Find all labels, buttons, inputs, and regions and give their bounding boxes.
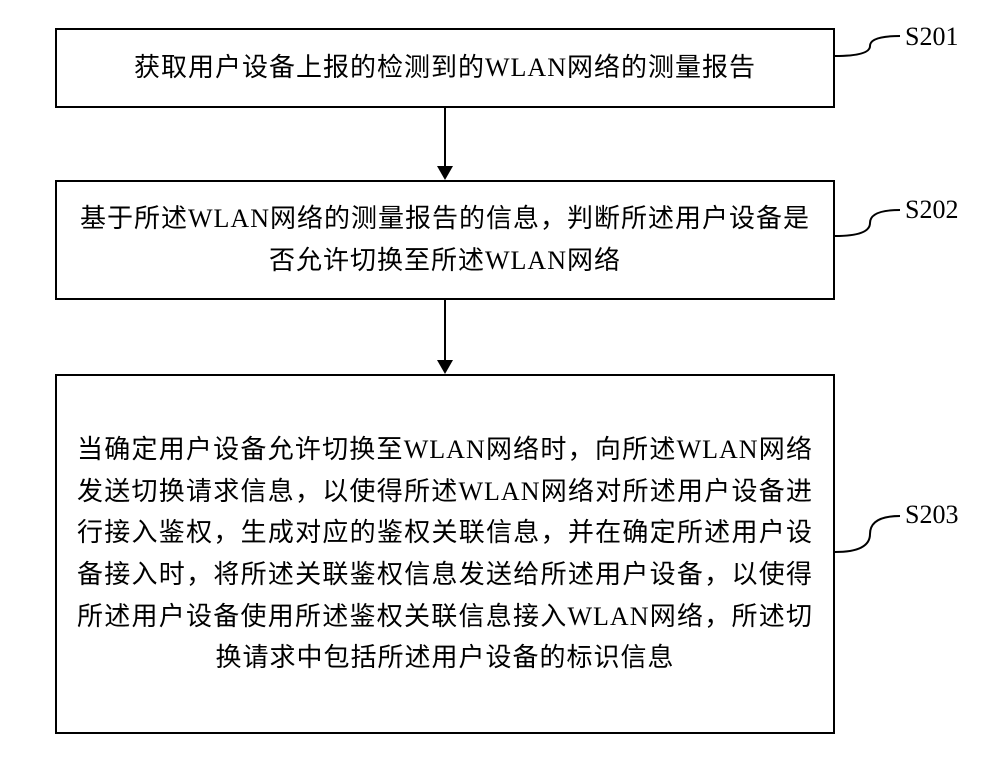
arrow-1-head — [437, 166, 453, 180]
step-box-3: 当确定用户设备允许切换至WLAN网络时，向所述WLAN网络发送切换请求信息，以使… — [55, 374, 835, 734]
step-label-1: S201 — [905, 22, 958, 52]
step-text-2: 基于所述WLAN网络的测量报告的信息，判断所述用户设备是否允许切换至所述WLAN… — [77, 198, 813, 281]
arrow-2-line — [444, 300, 446, 360]
step-box-2: 基于所述WLAN网络的测量报告的信息，判断所述用户设备是否允许切换至所述WLAN… — [55, 180, 835, 300]
step-text-1: 获取用户设备上报的检测到的WLAN网络的测量报告 — [134, 47, 756, 89]
step-label-3: S203 — [905, 500, 958, 530]
step-text-3: 当确定用户设备允许切换至WLAN网络时，向所述WLAN网络发送切换请求信息，以使… — [77, 429, 813, 679]
step-label-2: S202 — [905, 195, 958, 225]
arrow-1-line — [444, 108, 446, 166]
flowchart-canvas: 获取用户设备上报的检测到的WLAN网络的测量报告 基于所述WLAN网络的测量报告… — [0, 0, 1000, 765]
step-box-1: 获取用户设备上报的检测到的WLAN网络的测量报告 — [55, 28, 835, 108]
arrow-2-head — [437, 360, 453, 374]
